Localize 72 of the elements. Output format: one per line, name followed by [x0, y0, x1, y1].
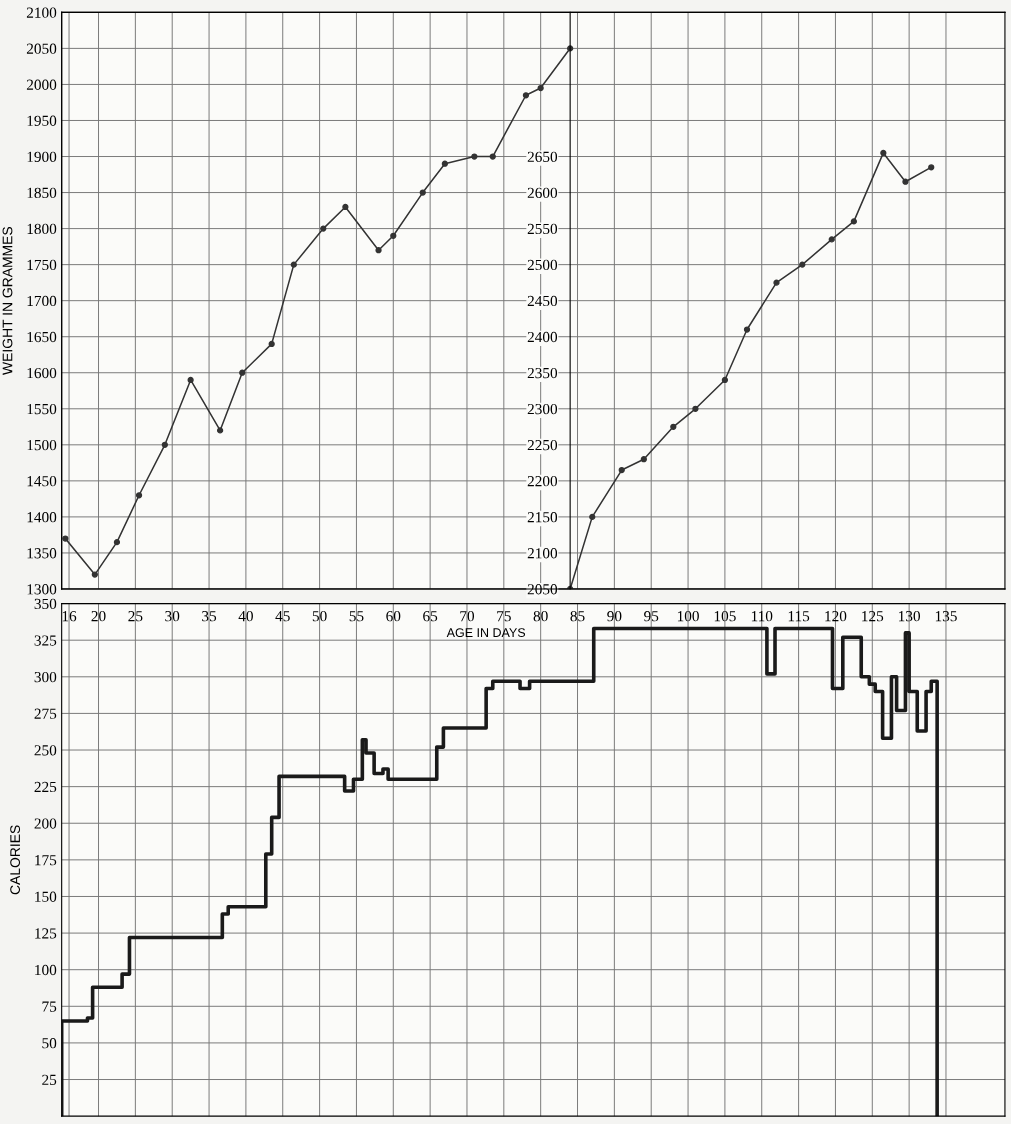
y2-tick-label: 2050	[527, 584, 558, 595]
y-tick-label: 325	[34, 635, 57, 646]
y-tick-label: 75	[42, 1001, 57, 1012]
x-tick-label: 135	[935, 611, 957, 622]
y-tick-label: 1500	[27, 439, 57, 451]
x-tick-label: 35	[202, 611, 217, 622]
x-tick-label: 65	[423, 611, 438, 622]
y2-tick-label: 2650	[527, 151, 558, 162]
y-tick-label: 1400	[27, 512, 57, 523]
y-tick-label: 1450	[27, 476, 57, 487]
x-tick-label: 55	[349, 611, 364, 622]
x-tick-label: 100	[677, 611, 699, 622]
x-tick-label: 80	[533, 611, 548, 622]
x-tick-label: 85	[570, 611, 585, 622]
x-axis-title: AGE IN DAYS	[446, 628, 526, 638]
y-tick-label: 25	[42, 1074, 57, 1085]
x-tick-label: 120	[825, 611, 847, 622]
y-tick-label: 150	[35, 891, 57, 902]
y-tick-label: 1650	[27, 331, 57, 343]
y-tick-label: 1700	[27, 295, 57, 307]
y2-tick-label: 2250	[527, 439, 558, 451]
y2-tick-label: 2300	[527, 403, 558, 415]
y2-tick-label: 2200	[527, 476, 558, 487]
y-tick-label: 1850	[27, 187, 57, 199]
x-tick-label: 60	[386, 611, 401, 622]
y-tick-label: 125	[35, 928, 57, 939]
y-tick-label: 1900	[27, 151, 57, 162]
y-tick-label: 250	[34, 745, 57, 756]
y-tick-label: 1350	[27, 548, 57, 559]
x-tick-label: 75	[497, 611, 511, 622]
y2-tick-label: 2600	[527, 187, 558, 199]
x-tick-label: 40	[238, 611, 253, 622]
x-tick-label: 16	[62, 611, 77, 622]
y-tick-label: 1300	[27, 584, 57, 595]
y-tick-label: 1800	[27, 223, 57, 235]
y2-tick-label: 2450	[527, 295, 558, 307]
y-tick-label: 100	[35, 964, 57, 976]
x-tick-label: 90	[607, 611, 622, 622]
x-tick-label: 110	[751, 611, 773, 622]
x-tick-label: 50	[312, 611, 327, 622]
y-tick-label: 2050	[26, 43, 57, 54]
x-tick-label: 20	[91, 611, 106, 622]
y-tick-label: 175	[35, 855, 57, 866]
y-tick-label: 1600	[27, 367, 57, 379]
x-tick-label: 25	[128, 611, 143, 622]
y2-tick-label: 2350	[527, 367, 558, 379]
y2-tick-label: 2400	[527, 331, 558, 343]
x-tick-label: 70	[460, 611, 475, 622]
y-tick-label: 1550	[27, 403, 57, 415]
x-tick-label: 130	[899, 611, 921, 622]
y-tick-label: 300	[34, 671, 57, 683]
y2-tick-label: 2150	[527, 512, 558, 523]
x-tick-label: 30	[165, 611, 180, 622]
y2-tick-label: 2100	[527, 548, 558, 559]
y-axis-title: CALORIES	[10, 825, 21, 895]
x-tick-label: 125	[862, 611, 884, 622]
x-tick-label: 95	[644, 611, 659, 622]
y2-tick-label: 2500	[527, 259, 558, 271]
y-tick-label: 1950	[27, 115, 57, 126]
y-tick-label: 350	[34, 598, 57, 610]
y-axis-title: WEIGHT IN GRAMMES	[2, 226, 13, 375]
x-tick-label: 115	[788, 611, 810, 622]
y-tick-label: 1750	[27, 259, 57, 271]
y-tick-label: 200	[34, 818, 57, 829]
y-tick-label: 275	[34, 708, 57, 719]
y-tick-label: 2000	[26, 79, 57, 90]
y-tick-label: 50	[42, 1038, 57, 1049]
y2-tick-label: 2550	[527, 223, 558, 235]
y-tick-label: 2100	[26, 7, 57, 18]
x-tick-label: 45	[275, 611, 290, 622]
y-tick-label: 225	[34, 781, 57, 793]
x-tick-label: 105	[714, 611, 736, 622]
